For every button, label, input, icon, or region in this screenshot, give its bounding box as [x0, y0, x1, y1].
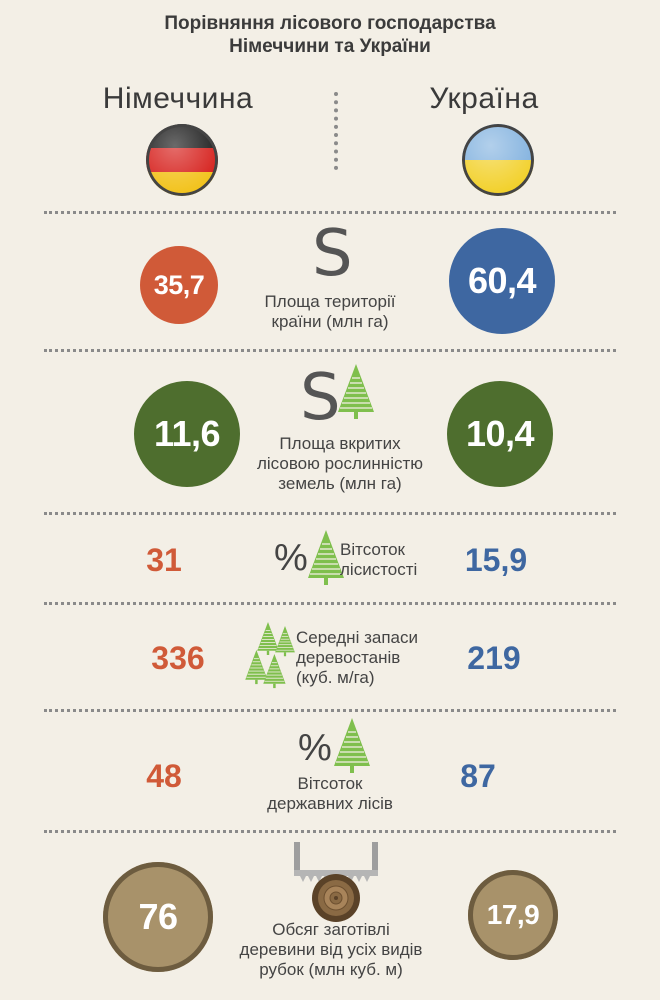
divider [44, 211, 616, 214]
tree-icon [333, 718, 371, 774]
divider [44, 830, 616, 833]
country-germany: Німеччина [102, 82, 254, 115]
ukraine-harvest-value: 17,9 [468, 870, 558, 960]
percent-symbol: % [274, 537, 308, 579]
territory-label: Площа території країни (млн га) [264, 292, 396, 331]
forest-cover-label: Вітсоток лісистості [340, 540, 418, 579]
area-symbol: S [312, 217, 353, 291]
trees-icon [244, 622, 296, 689]
germany-forest-cover-value: 31 [146, 542, 182, 578]
ukraine-territory-value: 60,4 [449, 228, 555, 334]
germany-growing-stock-value: 336 [151, 640, 205, 676]
page-title: Порівняння лісового господарства Німеччи… [164, 13, 496, 57]
ukraine-forest-cover-value: 15,9 [464, 542, 528, 578]
divider [44, 602, 616, 605]
tree-icon [337, 364, 375, 420]
forest-area-label: Площа вкритих лісовою рослинністю земель… [256, 434, 424, 493]
germany-forest-area-value: 11,6 [134, 381, 240, 487]
ukraine-state-forest-value: 87 [460, 758, 496, 794]
divider [44, 512, 616, 515]
growing-stock-label: Середні запаси деревостанів (куб. м/га) [296, 628, 418, 687]
harvest-label: Обсяг заготівлі деревини від усіх видів … [239, 920, 423, 979]
divider [44, 709, 616, 712]
ukraine-forest-area-value: 10,4 [447, 381, 553, 487]
germany-territory-value: 35,7 [140, 246, 218, 324]
germany-flag-icon [146, 124, 218, 196]
divider [44, 349, 616, 352]
log-icon [312, 874, 360, 922]
ukraine-flag-icon [462, 124, 534, 196]
germany-harvest-value: 76 [103, 862, 213, 972]
area-symbol: S [300, 361, 341, 435]
germany-state-forest-value: 48 [146, 758, 182, 794]
ukraine-growing-stock-value: 219 [467, 640, 521, 676]
country-ukraine: Україна [429, 82, 539, 115]
state-forest-label: Вітсоток державних лісів [267, 774, 393, 813]
vertical-divider [334, 92, 338, 170]
percent-symbol: % [298, 727, 332, 769]
